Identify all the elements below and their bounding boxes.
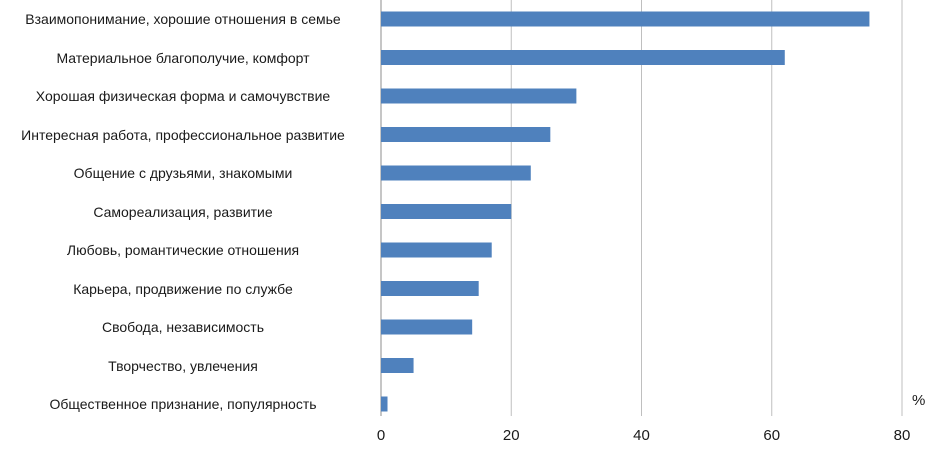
category-label: Творчество, увлечения [108, 357, 258, 374]
bar [381, 127, 551, 142]
x-tick-label: 40 [633, 427, 650, 444]
category-label: Общение с друзьями, знакомыми [73, 165, 293, 181]
bar [381, 358, 414, 373]
x-tick-label: 80 [893, 427, 911, 444]
category-label: Интересная работа, профессиональное разв… [21, 126, 345, 143]
bar [381, 204, 512, 219]
bar [381, 242, 492, 258]
x-tick-label: 60 [763, 427, 781, 444]
bar [381, 165, 531, 181]
bar [381, 319, 473, 335]
bar [381, 11, 870, 27]
category-label: Любовь, романтические отношения [66, 242, 300, 258]
category-label: Карьера, продвижение по службе [73, 280, 293, 297]
category-label: Взаимопонимание, хорошие отношения в сем… [25, 11, 341, 27]
category-label: Хорошая физическая форма и самочувствие [35, 88, 331, 104]
x-tick-label: 20 [502, 427, 520, 444]
bar [381, 281, 479, 296]
category-label: Свобода, независимость [101, 319, 265, 335]
bar [381, 396, 388, 412]
unit-label: % [912, 392, 926, 409]
bar [381, 88, 577, 104]
category-label: Материальное благополучие, комфорт [56, 49, 310, 66]
category-label: Общественное признание, популярность [49, 396, 317, 412]
x-tick-label: 0 [376, 427, 386, 444]
bar [381, 50, 785, 65]
category-label: Самореализация, развитие [93, 203, 273, 220]
